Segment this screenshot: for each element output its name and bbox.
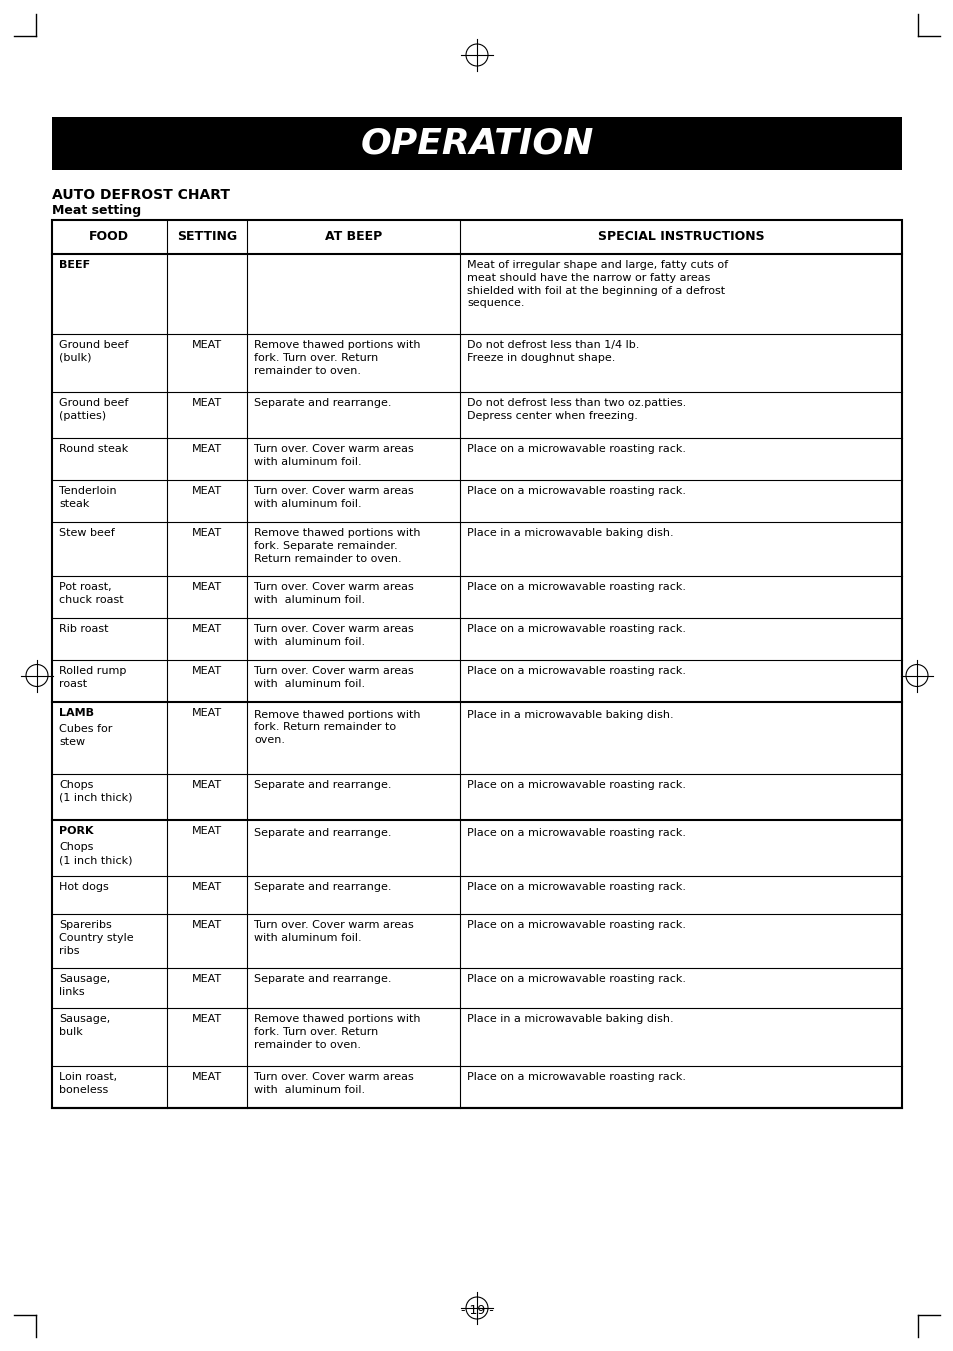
Text: Turn over. Cover warm areas
with  aluminum foil.: Turn over. Cover warm areas with aluminu… <box>254 1071 414 1094</box>
Text: MEAT: MEAT <box>192 486 222 496</box>
Text: FOOD: FOOD <box>90 231 130 243</box>
Text: Separate and rearrange.: Separate and rearrange. <box>254 974 392 984</box>
Text: Do not defrost less than 1/4 lb.
Freeze in doughnut shape.: Do not defrost less than 1/4 lb. Freeze … <box>467 340 639 363</box>
Text: Sausage,
bulk: Sausage, bulk <box>59 1015 111 1036</box>
Text: MEAT: MEAT <box>192 340 222 350</box>
Text: MEAT: MEAT <box>192 920 222 929</box>
Text: Place in a microwavable baking dish.: Place in a microwavable baking dish. <box>467 1015 673 1024</box>
Text: Sausage,
links: Sausage, links <box>59 974 111 997</box>
Text: Do not defrost less than two oz.patties.
Depress center when freezing.: Do not defrost less than two oz.patties.… <box>467 399 685 420</box>
Text: Ground beef
(patties): Ground beef (patties) <box>59 399 129 420</box>
Text: - 19 -: - 19 - <box>460 1305 493 1317</box>
Text: Separate and rearrange.: Separate and rearrange. <box>254 828 392 838</box>
Text: OPERATION: OPERATION <box>360 127 593 161</box>
Text: Place on a microwavable roasting rack.: Place on a microwavable roasting rack. <box>467 828 685 838</box>
Text: Place on a microwavable roasting rack.: Place on a microwavable roasting rack. <box>467 920 685 929</box>
Text: Chops
(1 inch thick): Chops (1 inch thick) <box>59 780 132 802</box>
Text: Turn over. Cover warm areas
with  aluminum foil.: Turn over. Cover warm areas with aluminu… <box>254 666 414 689</box>
Text: Turn over. Cover warm areas
with  aluminum foil.: Turn over. Cover warm areas with aluminu… <box>254 582 414 605</box>
Text: Separate and rearrange.: Separate and rearrange. <box>254 882 392 892</box>
Text: AT BEEP: AT BEEP <box>325 231 382 243</box>
Text: Chops
(1 inch thick): Chops (1 inch thick) <box>59 843 132 865</box>
Text: Place on a microwavable roasting rack.: Place on a microwavable roasting rack. <box>467 882 685 892</box>
Text: Meat setting: Meat setting <box>52 204 141 218</box>
Text: Place in a microwavable baking dish.: Place in a microwavable baking dish. <box>467 528 673 538</box>
Text: MEAT: MEAT <box>192 528 222 538</box>
Text: Place on a microwavable roasting rack.: Place on a microwavable roasting rack. <box>467 974 685 984</box>
Text: Turn over. Cover warm areas
with  aluminum foil.: Turn over. Cover warm areas with aluminu… <box>254 624 414 647</box>
Text: MEAT: MEAT <box>192 882 222 892</box>
Text: Ground beef
(bulk): Ground beef (bulk) <box>59 340 129 363</box>
Text: Place on a microwavable roasting rack.: Place on a microwavable roasting rack. <box>467 582 685 592</box>
Text: Cubes for
stew: Cubes for stew <box>59 724 112 747</box>
Text: MEAT: MEAT <box>192 780 222 790</box>
Bar <box>52 220 901 1108</box>
Text: Stew beef: Stew beef <box>59 528 114 538</box>
Text: MEAT: MEAT <box>192 708 222 717</box>
Text: Place in a microwavable baking dish.: Place in a microwavable baking dish. <box>467 709 673 720</box>
Text: SPECIAL INSTRUCTIONS: SPECIAL INSTRUCTIONS <box>598 231 763 243</box>
Text: Remove thawed portions with
fork. Return remainder to
oven.: Remove thawed portions with fork. Return… <box>254 709 420 746</box>
Text: Turn over. Cover warm areas
with aluminum foil.: Turn over. Cover warm areas with aluminu… <box>254 444 414 467</box>
Text: Remove thawed portions with
fork. Separate remainder.
Return remainder to oven.: Remove thawed portions with fork. Separa… <box>254 528 420 563</box>
Bar <box>52 118 901 170</box>
Text: Place on a microwavable roasting rack.: Place on a microwavable roasting rack. <box>467 624 685 634</box>
Text: Rolled rump
roast: Rolled rump roast <box>59 666 126 689</box>
Text: Tenderloin
steak: Tenderloin steak <box>59 486 116 509</box>
Text: PORK: PORK <box>59 825 93 836</box>
Text: Turn over. Cover warm areas
with aluminum foil.: Turn over. Cover warm areas with aluminu… <box>254 486 414 509</box>
Text: Loin roast,
boneless: Loin roast, boneless <box>59 1071 117 1094</box>
Text: Place on a microwavable roasting rack.: Place on a microwavable roasting rack. <box>467 1071 685 1082</box>
Text: Place on a microwavable roasting rack.: Place on a microwavable roasting rack. <box>467 444 685 454</box>
Text: Turn over. Cover warm areas
with aluminum foil.: Turn over. Cover warm areas with aluminu… <box>254 920 414 943</box>
Text: Meat of irregular shape and large, fatty cuts of
meat should have the narrow or : Meat of irregular shape and large, fatty… <box>467 259 727 308</box>
Text: MEAT: MEAT <box>192 825 222 836</box>
Text: MEAT: MEAT <box>192 666 222 676</box>
Text: Spareribs
Country style
ribs: Spareribs Country style ribs <box>59 920 133 955</box>
Text: MEAT: MEAT <box>192 624 222 634</box>
Text: Separate and rearrange.: Separate and rearrange. <box>254 780 392 790</box>
Text: Hot dogs: Hot dogs <box>59 882 109 892</box>
Text: Remove thawed portions with
fork. Turn over. Return
remainder to oven.: Remove thawed portions with fork. Turn o… <box>254 1015 420 1050</box>
Text: Place on a microwavable roasting rack.: Place on a microwavable roasting rack. <box>467 666 685 676</box>
Text: BEEF: BEEF <box>59 259 90 270</box>
Text: MEAT: MEAT <box>192 1071 222 1082</box>
Text: MEAT: MEAT <box>192 399 222 408</box>
Text: MEAT: MEAT <box>192 1015 222 1024</box>
Text: Separate and rearrange.: Separate and rearrange. <box>254 399 392 408</box>
Text: AUTO DEFROST CHART: AUTO DEFROST CHART <box>52 188 230 203</box>
Text: MEAT: MEAT <box>192 974 222 984</box>
Text: MEAT: MEAT <box>192 582 222 592</box>
Text: MEAT: MEAT <box>192 444 222 454</box>
Text: Round steak: Round steak <box>59 444 128 454</box>
Text: LAMB: LAMB <box>59 708 94 717</box>
Text: Place on a microwavable roasting rack.: Place on a microwavable roasting rack. <box>467 486 685 496</box>
Text: Place on a microwavable roasting rack.: Place on a microwavable roasting rack. <box>467 780 685 790</box>
Text: Rib roast: Rib roast <box>59 624 109 634</box>
Text: Pot roast,
chuck roast: Pot roast, chuck roast <box>59 582 124 605</box>
Text: SETTING: SETTING <box>177 231 237 243</box>
Text: Remove thawed portions with
fork. Turn over. Return
remainder to oven.: Remove thawed portions with fork. Turn o… <box>254 340 420 376</box>
